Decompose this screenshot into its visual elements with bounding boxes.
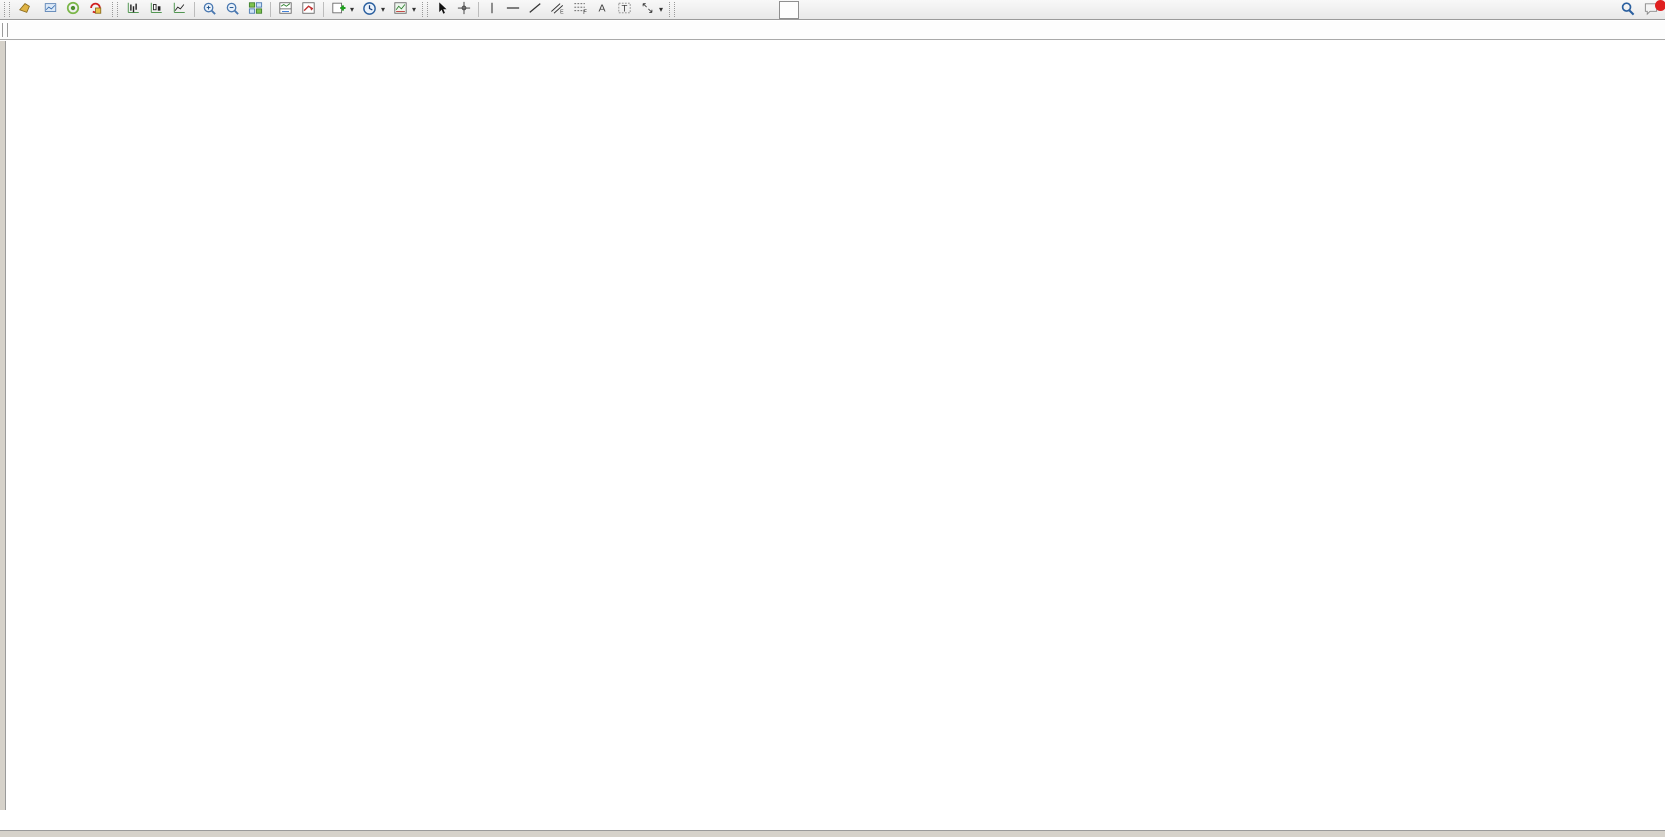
tile-windows-icon xyxy=(248,1,263,18)
timeframe-m1-button[interactable] xyxy=(679,1,699,19)
zoom-out-button[interactable] xyxy=(221,1,244,19)
auto-trading-button[interactable] xyxy=(84,1,110,19)
chevron-down-icon: ▾ xyxy=(350,5,355,14)
vertical-line-tool-button[interactable] xyxy=(482,1,502,19)
tile-windows-button[interactable] xyxy=(244,1,267,19)
window-left-edge xyxy=(0,41,6,810)
bar-chart-icon xyxy=(126,1,141,18)
template-icon xyxy=(393,1,408,18)
chevron-down-icon: ▾ xyxy=(381,5,386,14)
text-tool-button[interactable]: A xyxy=(592,1,613,19)
fibonacci-tool-button[interactable]: F xyxy=(569,1,592,19)
zoom-in-icon xyxy=(202,1,217,19)
chart-titlebar[interactable] xyxy=(0,21,1665,40)
indicator-arrow-button[interactable] xyxy=(297,1,320,19)
notification-badge xyxy=(1655,0,1665,11)
trendline-tool-button[interactable] xyxy=(524,1,546,19)
search-button[interactable] xyxy=(1616,1,1639,19)
timeframe-m30-button[interactable] xyxy=(739,1,759,19)
svg-text:T: T xyxy=(621,4,627,15)
search-icon xyxy=(1620,1,1635,19)
toolbar-grip[interactable] xyxy=(422,2,429,17)
price-chart xyxy=(0,41,1665,830)
toolbar-grip[interactable] xyxy=(112,2,118,17)
toolbar-separator xyxy=(323,2,324,17)
charts-icon xyxy=(43,1,58,18)
clock-icon xyxy=(362,1,377,19)
signal-icon xyxy=(66,1,80,18)
new-order-button[interactable] xyxy=(14,1,39,19)
toolbar-grip[interactable] xyxy=(4,2,10,17)
period-dropdown[interactable]: ▾ xyxy=(358,1,389,19)
arrows-icon xyxy=(640,1,655,18)
timeframe-h4-button[interactable] xyxy=(779,0,800,19)
candlestick-icon xyxy=(149,1,164,18)
horizontal-line-icon xyxy=(506,1,520,18)
add-indicator-icon xyxy=(331,1,346,18)
zoom-in-button[interactable] xyxy=(198,1,221,19)
channel-tool-button[interactable]: E xyxy=(546,1,569,19)
notifications-button[interactable] xyxy=(1639,0,1665,19)
line-chart-mode-button[interactable] xyxy=(168,1,191,19)
cursor-icon xyxy=(436,1,449,18)
market-watch-button[interactable] xyxy=(62,1,84,19)
text-icon: A xyxy=(596,1,609,18)
text-label-icon: T xyxy=(617,1,632,18)
svg-text:A: A xyxy=(598,3,606,15)
window-grip xyxy=(2,23,8,37)
timeframe-h1-button[interactable] xyxy=(759,1,779,19)
timeframe-mn-button[interactable] xyxy=(839,1,859,19)
template-dropdown[interactable]: ▾ xyxy=(389,1,420,19)
svg-text:E: E xyxy=(560,9,564,15)
trendline-icon xyxy=(528,1,542,18)
text-label-tool-button[interactable]: T xyxy=(613,1,636,19)
timeframe-d1-button[interactable] xyxy=(799,1,819,19)
chart-window-button[interactable] xyxy=(39,1,62,19)
crosshair-tool-button[interactable] xyxy=(453,1,475,19)
chevron-down-icon: ▾ xyxy=(412,5,417,14)
horizontal-line-tool-button[interactable] xyxy=(502,1,524,19)
chevron-down-icon: ▾ xyxy=(659,5,664,14)
zoom-out-icon xyxy=(225,1,240,19)
line-chart-icon xyxy=(172,1,187,18)
channel-icon: E xyxy=(550,1,565,18)
arrows-tool-dropdown[interactable]: ▾ xyxy=(636,1,667,19)
indicator-window-icon xyxy=(278,1,293,18)
auto-trading-icon xyxy=(88,1,103,18)
timeframe-m15-button[interactable] xyxy=(719,1,739,19)
crosshair-icon xyxy=(457,1,471,18)
window-bottom-edge xyxy=(0,830,1665,837)
new-order-icon xyxy=(18,1,32,18)
toolbar-grip[interactable] xyxy=(669,2,676,17)
candlestick-mode-button[interactable] xyxy=(145,1,168,19)
toolbar-separator xyxy=(478,2,480,17)
cursor-tool-button[interactable] xyxy=(432,1,453,19)
toolbar: ▾ ▾ ▾ E F xyxy=(0,0,1665,20)
timeframe-w1-button[interactable] xyxy=(819,1,839,19)
svg-text:F: F xyxy=(583,9,587,15)
toolbar-separator xyxy=(270,2,271,17)
toolbar-separator xyxy=(194,2,195,17)
indicator-window-button[interactable] xyxy=(274,1,297,19)
fibonacci-icon: F xyxy=(573,1,588,18)
add-indicator-dropdown[interactable]: ▾ xyxy=(327,1,358,19)
indicator-arrow-icon xyxy=(301,1,316,18)
bar-chart-mode-button[interactable] xyxy=(122,1,145,19)
vertical-line-icon xyxy=(486,1,498,18)
timeframe-m5-button[interactable] xyxy=(699,1,719,19)
